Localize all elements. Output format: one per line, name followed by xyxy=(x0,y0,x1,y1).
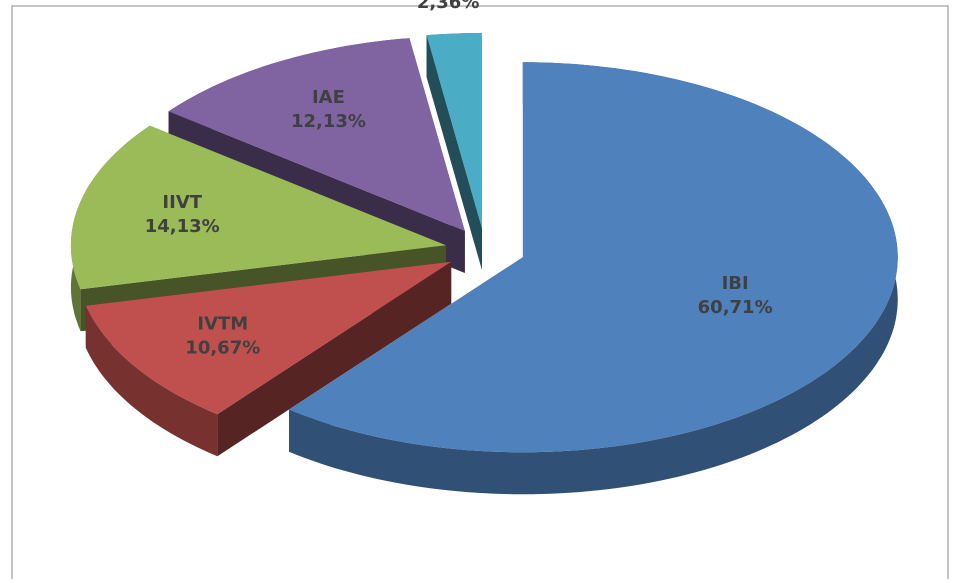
value-label: 10,67% xyxy=(185,338,260,359)
slice xyxy=(426,33,482,229)
slice-side xyxy=(85,305,218,457)
slice-side xyxy=(217,261,452,457)
value-label: 14,13% xyxy=(145,216,220,237)
slice-label: IIVT xyxy=(162,192,202,213)
slice-side xyxy=(289,62,898,495)
slice xyxy=(289,62,898,453)
slice xyxy=(168,38,465,232)
value-label: 12,13% xyxy=(291,111,366,132)
slice xyxy=(70,125,446,290)
value-label: 60,71% xyxy=(698,297,773,318)
slice xyxy=(85,261,452,415)
value-label: 2,36% xyxy=(417,0,479,13)
slice-side xyxy=(426,35,482,271)
slice-label: IAE xyxy=(312,87,345,108)
slice-label: IVTM xyxy=(197,314,248,335)
slice-label: IBI xyxy=(722,273,749,294)
